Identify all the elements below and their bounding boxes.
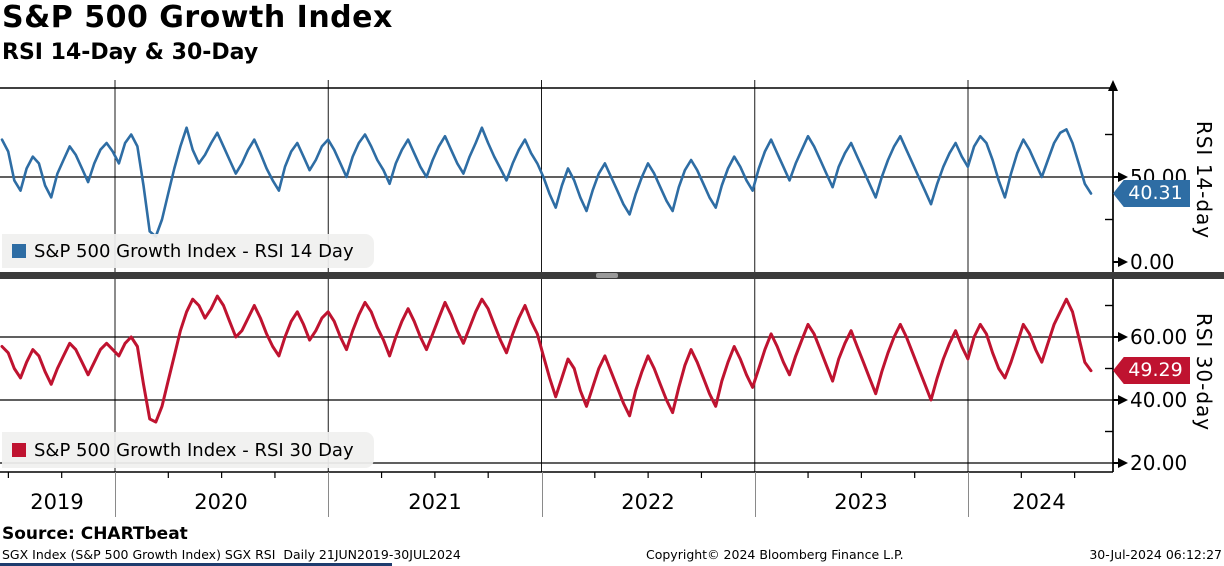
xtick-2023: 2023 (834, 490, 888, 514)
xtick-2020: 2020 (194, 490, 248, 514)
xtick-2024: 2024 (1012, 490, 1066, 514)
security-description: SGX Index (S&P 500 Growth Index) SGX RSI… (2, 547, 461, 562)
xtick-2021: 2021 (408, 490, 462, 514)
source-label: Source: CHARTbeat (2, 524, 188, 544)
tick-arrow-icon (1118, 458, 1128, 468)
ytick-20: 20.00 (1113, 453, 1187, 473)
rsi14-legend-label: S&P 500 Growth Index - RSI 14 Day (34, 240, 354, 262)
rsi14-line (0, 126, 1093, 238)
rsi14-legend-marker-icon (12, 244, 26, 258)
separator-drag-handle-icon[interactable] (596, 273, 618, 278)
legend-rsi30[interactable]: S&P 500 Growth Index - RSI 30 Day (2, 432, 374, 468)
tick-arrow-icon (1118, 172, 1128, 182)
xtick-2022: 2022 (621, 490, 675, 514)
rsi14-panel (0, 80, 1118, 272)
page-title: S&P 500 Growth Index (2, 0, 393, 35)
legend-rsi14[interactable]: S&P 500 Growth Index - RSI 14 Day (2, 234, 374, 268)
copyright-notice: Copyright© 2024 Bloomberg Finance L.P. (646, 547, 904, 562)
rsi30-line (0, 294, 1093, 424)
xtick-2019: 2019 (30, 490, 84, 514)
ytick-40: 40.00 (1113, 390, 1187, 410)
panel-separator[interactable] (0, 272, 1224, 279)
rsi30-last-value-badge: 49.29 (1113, 357, 1190, 384)
tick-arrow-icon (1118, 395, 1128, 405)
year-separator (968, 472, 969, 517)
rsi30-legend-label: S&P 500 Growth Index - RSI 30 Day (34, 439, 354, 461)
year-separator (542, 472, 543, 517)
rsi14-last-value-badge: 40.31 (1113, 180, 1190, 207)
ytick-60: 60.00 (1113, 327, 1187, 347)
year-separator (328, 472, 329, 517)
rsi14-axis-title: RSI 14-day (1192, 120, 1216, 240)
ytick-0: 0.00 (1113, 252, 1175, 272)
year-separator (115, 472, 116, 517)
quarterly-ticks (7, 472, 1076, 478)
rsi30-legend-marker-icon (12, 443, 26, 457)
rsi30-axis-title: RSI 30-day (1192, 312, 1216, 432)
timestamp: 30-Jul-2024 06:12:27 (1089, 547, 1222, 562)
year-separator (755, 472, 756, 517)
axis-up-arrow-icon (1108, 80, 1118, 91)
page-subtitle: RSI 14-Day & 30-Day (2, 40, 259, 65)
bottom-bar (0, 563, 392, 566)
tick-arrow-icon (1118, 257, 1128, 267)
tick-arrow-icon (1118, 332, 1128, 342)
